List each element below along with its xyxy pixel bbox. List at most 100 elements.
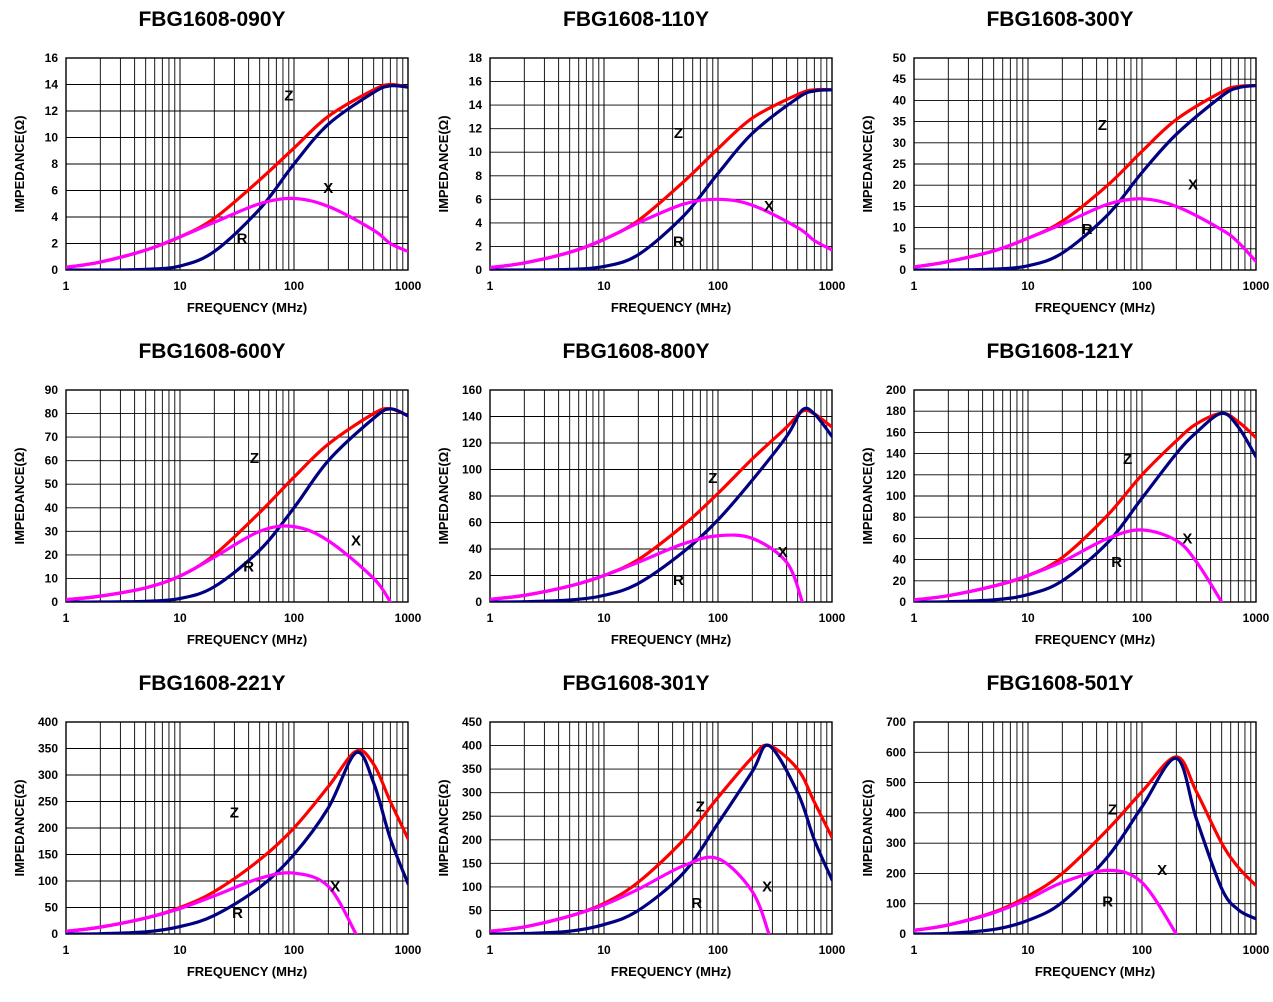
x-tick-label: 10: [1021, 943, 1035, 957]
curve-label: X: [351, 532, 361, 549]
y-tick-label: 6: [475, 192, 482, 206]
impedance-chart: 0 5 10 15 20 25 30 35 40 45 50 1 10 100 1000 FREQUENCY …: [860, 51, 1270, 315]
y-tick-label: 300: [38, 768, 58, 782]
x-tick-label: 100: [284, 611, 304, 625]
y-axis-label: IMPEDANCE(Ω): [860, 115, 875, 212]
curve-label: R: [232, 905, 243, 922]
series-line-x: [914, 197, 1256, 269]
y-tick-label: 35: [893, 115, 907, 129]
curve-label: X: [323, 180, 333, 197]
x-axis-label: FREQUENCY (MHz): [1035, 300, 1155, 315]
curve-label: Z: [284, 87, 293, 104]
y-tick-label: 120: [886, 468, 906, 482]
impedance-chart: 0 2 4 6 8 10 12 14 16 1 10 100 1000 FREQUENCY (MHz) IM…: [12, 51, 422, 315]
y-axis-label: IMPEDANCE(Ω): [436, 447, 451, 544]
impedance-chart: 0 50 100 150 200 250 300 350 400 1 10 100 1000 FREQUE…: [12, 715, 422, 979]
curve-label: R: [673, 572, 684, 589]
series-line-x: [66, 524, 392, 602]
x-tick-label: 100: [708, 943, 728, 957]
y-tick-label: 10: [893, 221, 907, 235]
x-tick-label: 100: [284, 943, 304, 957]
y-axis-label: IMPEDANCE(Ω): [436, 779, 451, 876]
y-tick-label: 4: [51, 210, 58, 224]
y-tick-label: 100: [886, 489, 906, 503]
chart-panel: FBG1608-600Y 0 10 20 30 40 50 60 70 80 90 1 10 100 100…: [0, 340, 424, 670]
y-tick-label: 50: [893, 51, 907, 65]
x-tick-label: 1: [911, 279, 918, 293]
y-tick-label: 80: [469, 489, 483, 503]
curve-label: X: [1182, 531, 1192, 548]
series-line-x: [490, 197, 832, 270]
plot-frame: [489, 57, 833, 271]
y-tick-label: 30: [45, 524, 59, 538]
x-tick-label: 1: [63, 611, 70, 625]
y-tick-label: 14: [469, 98, 483, 112]
impedance-chart: 0 2 4 6 8 10 12 14 16 18 1 10 100 1000 FREQUENCY (MHz)…: [436, 51, 846, 315]
y-tick-label: 40: [893, 93, 907, 107]
y-tick-label: 160: [886, 425, 906, 439]
impedance-chart: 0 50 100 150 200 250 300 350 400 450 1 10 100 1000 FRE…: [436, 715, 846, 979]
x-tick-label: 1000: [1243, 943, 1270, 957]
y-tick-label: 50: [469, 903, 483, 917]
y-tick-label: 45: [893, 72, 907, 86]
y-tick-label: 20: [45, 548, 59, 562]
x-axis-label: FREQUENCY (MHz): [187, 300, 307, 315]
chart-title: FBG1608-301Y: [562, 672, 710, 695]
y-tick-label: 6: [51, 184, 58, 198]
plot-frame: [65, 57, 409, 271]
x-tick-label: 1000: [395, 943, 422, 957]
plot-frame: [65, 389, 409, 603]
x-axis-label: FREQUENCY (MHz): [611, 300, 731, 315]
x-axis-label: FREQUENCY (MHz): [187, 632, 307, 647]
impedance-charts-grid: FBG1608-090Y 0 2 4 6 8 10 12 14 16 1 10 100 1000 FREQU…: [0, 8, 1272, 979]
x-tick-label: 1: [63, 279, 70, 293]
y-tick-label: 60: [469, 516, 483, 530]
chart-panel: FBG1608-800Y 0 20 40 60 80 100 120 140 160 1 10 100 1…: [424, 340, 848, 670]
impedance-chart: 0 10 20 30 40 50 60 70 80 90 1 10 100 1000 FREQUENCY (…: [12, 383, 422, 647]
chart-panel: FBG1608-501Y 0 100 200 300 400 500 600 700 1 10 100…: [848, 672, 1272, 1002]
series-line-r: [66, 407, 408, 602]
x-tick-label: 10: [597, 943, 611, 957]
x-axis-label: FREQUENCY (MHz): [611, 964, 731, 979]
y-tick-label: 300: [886, 836, 906, 850]
curve-label: Z: [1123, 451, 1132, 468]
chart-panel: FBG1608-110Y 0 2 4 6 8 10 12 14 16 18 1 10 100 1000 FRE…: [424, 8, 848, 338]
y-tick-label: 14: [45, 78, 59, 92]
x-tick-label: 1000: [819, 279, 846, 293]
curve-label: X: [1157, 862, 1167, 879]
curve-label: X: [330, 879, 340, 896]
y-tick-label: 8: [475, 169, 482, 183]
chart-panel: FBG1608-301Y 0 50 100 150 200 250 300 350 400 450 1…: [424, 672, 848, 1002]
curve-label: Z: [696, 799, 705, 816]
y-tick-label: 0: [899, 927, 906, 941]
plot-frame: [489, 721, 833, 935]
y-tick-label: 200: [886, 383, 906, 397]
y-tick-label: 600: [886, 745, 906, 759]
y-tick-label: 80: [893, 510, 907, 524]
y-tick-label: 2: [475, 239, 482, 253]
chart-panel: FBG1608-090Y 0 2 4 6 8 10 12 14 16 1 10 100 1000 FREQU…: [0, 8, 424, 338]
series-line-z: [914, 83, 1256, 269]
x-tick-label: 1000: [395, 611, 422, 625]
series-line-r: [490, 743, 832, 934]
plot-frame: [65, 721, 409, 935]
x-tick-label: 100: [1132, 611, 1152, 625]
chart-title: FBG1608-600Y: [138, 340, 286, 363]
curve-label: X: [1188, 176, 1198, 193]
y-tick-label: 350: [462, 762, 482, 776]
x-axis-label: FREQUENCY (MHz): [1035, 632, 1155, 647]
y-tick-label: 60: [45, 454, 59, 468]
series-line-r: [914, 411, 1256, 602]
x-tick-label: 10: [597, 279, 611, 293]
y-tick-label: 90: [45, 383, 59, 397]
chart-panel: FBG1608-300Y 0 5 10 15 20 25 30 35 40 45 50 1 10 100 10…: [848, 8, 1272, 338]
x-axis-label: FREQUENCY (MHz): [1035, 964, 1155, 979]
y-tick-label: 70: [45, 430, 59, 444]
chart-title: FBG1608-300Y: [986, 8, 1134, 31]
chart-title: FBG1608-800Y: [562, 340, 710, 363]
y-tick-label: 10: [45, 571, 59, 585]
y-tick-label: 40: [893, 553, 907, 567]
curve-label: R: [1102, 894, 1113, 911]
curve-label: R: [243, 558, 254, 575]
curve-label: Z: [708, 470, 717, 487]
